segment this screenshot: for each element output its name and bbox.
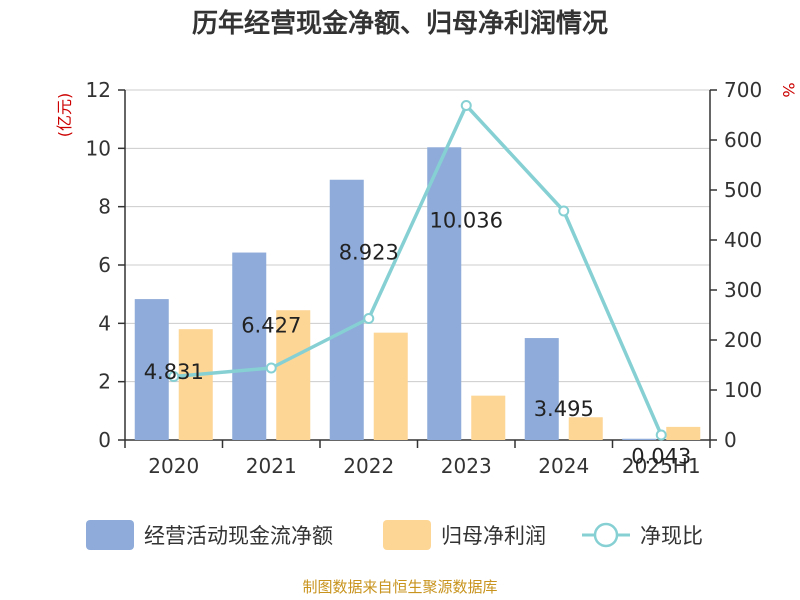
bar-series bbox=[134, 147, 701, 441]
right-tick-label: 300 bbox=[724, 278, 762, 302]
left-tick-label: 4 bbox=[98, 311, 111, 335]
legend-label-net-profit: 归母净利润 bbox=[441, 524, 546, 548]
x-tick-label: 2022 bbox=[343, 454, 394, 478]
x-tick-label: 2021 bbox=[246, 454, 297, 478]
data-label-cash-flow: 8.923 bbox=[339, 241, 399, 265]
ratio-point bbox=[363, 313, 375, 324]
right-tick-label: 500 bbox=[724, 178, 762, 202]
bar-net-profit bbox=[178, 329, 213, 440]
legend-label-cash-flow: 经营活动现金流净额 bbox=[144, 524, 333, 548]
bar-cash-flow bbox=[134, 299, 169, 440]
left-axis-unit: (亿元) bbox=[55, 93, 74, 138]
data-label-cash-flow: 6.427 bbox=[241, 314, 301, 338]
left-tick-label: 6 bbox=[98, 253, 111, 277]
axes: 0 2 4 6 8 10 12 0 100 200 300 400 500 600 700 2020 2021 2… bbox=[86, 78, 763, 478]
ratio-line bbox=[173, 103, 663, 436]
bar-net-profit bbox=[276, 310, 311, 440]
ratio-point bbox=[168, 371, 180, 382]
bar-cash-flow bbox=[524, 338, 559, 440]
data-label-cash-flow: 4.831 bbox=[144, 360, 204, 384]
left-tick-label: 10 bbox=[86, 136, 111, 160]
left-tick-label: 0 bbox=[98, 428, 111, 452]
right-tick-label: 200 bbox=[724, 328, 762, 352]
left-tick-label: 12 bbox=[86, 78, 111, 102]
right-axis-unit: % bbox=[779, 82, 798, 97]
ratio-point bbox=[265, 362, 277, 374]
source-note: 制图数据来自恒生聚源数据库 bbox=[302, 578, 497, 596]
legend-swatch-net-profit bbox=[383, 520, 431, 550]
legend-swatch-cash-flow bbox=[86, 520, 134, 550]
line-series bbox=[168, 100, 667, 441]
bar-net-profit bbox=[373, 332, 408, 440]
right-tick-label: 700 bbox=[724, 78, 762, 102]
bar-cash-flow bbox=[427, 147, 462, 441]
ratio-point bbox=[558, 205, 570, 217]
bar-cash-flow bbox=[622, 438, 657, 440]
bar-net-profit bbox=[666, 426, 701, 440]
left-tick-label: 2 bbox=[98, 370, 111, 394]
legend-label-ratio: 净现比 bbox=[640, 524, 703, 548]
bar-net-profit bbox=[471, 395, 506, 440]
chart-title: 历年经营现金净额、归母净利润情况 bbox=[192, 8, 608, 39]
ratio-point bbox=[655, 429, 667, 441]
legend: 经营活动现金流净额 归母净利润 净现比 bbox=[86, 520, 703, 550]
ratio-point bbox=[460, 100, 472, 111]
bar-cash-flow bbox=[329, 179, 364, 440]
data-label-cash-flow: 3.495 bbox=[534, 397, 594, 421]
data-label-cash-flow: 10.036 bbox=[430, 208, 503, 232]
left-tick-label: 8 bbox=[98, 195, 111, 219]
x-tick-label: 2025H1 bbox=[622, 454, 701, 478]
x-tick-label: 2024 bbox=[538, 454, 589, 478]
bar-cash-flow bbox=[232, 252, 267, 440]
data-label-cash-flow: 0.043 bbox=[631, 445, 691, 469]
data-labels: 4.831 6.427 8.923 10.036 3.495 0.043 bbox=[144, 208, 692, 468]
right-tick-label: 600 bbox=[724, 128, 762, 152]
legend-swatch-ratio-marker bbox=[593, 522, 619, 548]
x-tick-label: 2020 bbox=[148, 454, 199, 478]
right-tick-label: 0 bbox=[724, 428, 737, 452]
x-tick-label: 2023 bbox=[441, 454, 492, 478]
right-tick-label: 400 bbox=[724, 228, 762, 252]
bar-net-profit bbox=[568, 417, 603, 440]
gridlines bbox=[125, 89, 710, 383]
right-tick-label: 100 bbox=[724, 378, 762, 402]
